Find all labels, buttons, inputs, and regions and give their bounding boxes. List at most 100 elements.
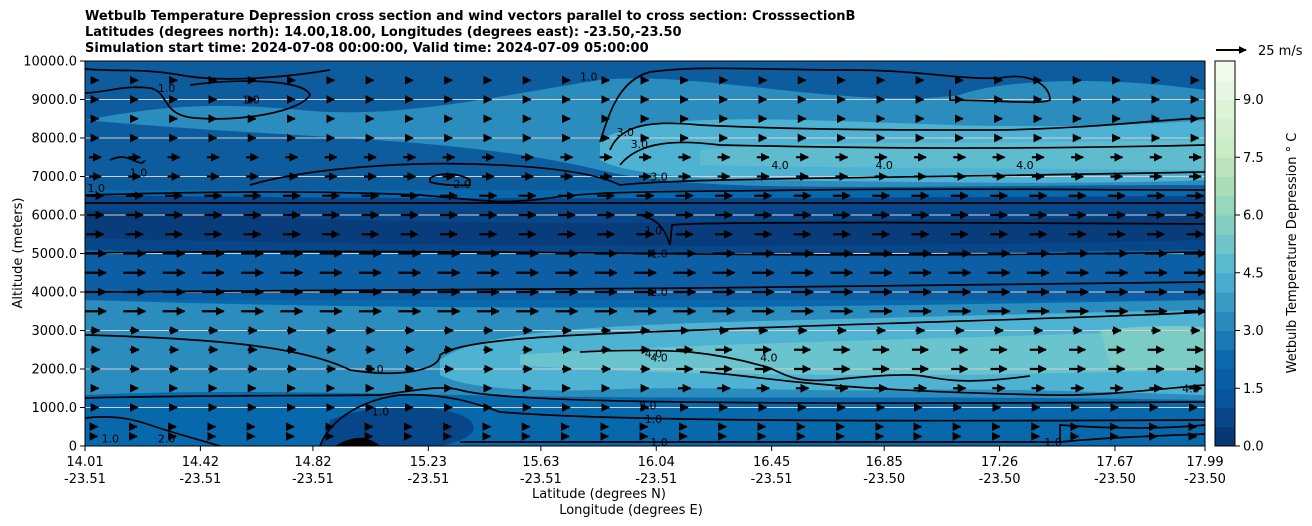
- y-tick-label: 8000.0: [32, 132, 78, 147]
- contour-label: 4.0: [645, 348, 663, 361]
- contour-labels: 1.01.01.01.01.02.03.03.03.04.0 4.0 4.01.01…: [88, 70, 1200, 449]
- contour-line: [599, 67, 1051, 143]
- contour-label: 1.0: [1044, 436, 1062, 449]
- title-line-3: Simulation start time: 2024-07-08 00:00:…: [85, 41, 649, 56]
- x-tick-label-lon: -23.50: [979, 472, 1021, 487]
- x-tick-label-lat: 15.63: [522, 455, 559, 470]
- colorbar-band: [1215, 330, 1235, 351]
- contour-label: 1.0: [580, 70, 598, 83]
- contour-fill-low-3: [520, 330, 1205, 375]
- x-tick-label-lat: 16.85: [866, 455, 903, 470]
- colorbar-band: [1215, 80, 1235, 100]
- y-tick-label: 2000.0: [32, 363, 78, 378]
- contour-label: 1.0: [650, 248, 668, 261]
- contour-fill-low-4: [1100, 325, 1205, 371]
- y-axis: 0 1000.0 2000.0 3000.0 4000.0 5000.0 6000.0 700…: [23, 55, 85, 455]
- contour-label: 4.0: [875, 159, 893, 172]
- colorbar-band: [1215, 349, 1235, 370]
- colorbar-band: [1215, 253, 1235, 274]
- colorbar-label: Wetbulb Temperature Depression ° C: [1285, 133, 1300, 374]
- colorbar-band: [1215, 157, 1235, 177]
- colorbar-tick-label: 3.0: [1243, 324, 1264, 339]
- x-tick-label-lat: 17.26: [981, 455, 1018, 470]
- y-tick-label: 5000.0: [32, 247, 78, 262]
- contour-label: 3.0: [617, 126, 635, 139]
- x-tick-label-lon: -23.51: [292, 472, 334, 487]
- colorbar-band: [1215, 272, 1235, 293]
- x-tick-label-lat: 17.67: [1096, 455, 1133, 470]
- x-tick-label-lon: -23.50: [863, 472, 905, 487]
- contour-label: 1.0: [130, 167, 148, 180]
- contour-label: 3.0: [631, 138, 649, 151]
- y-tick-label: 1000.0: [32, 401, 78, 416]
- contour-line: [429, 173, 471, 187]
- contour-line: [85, 80, 311, 120]
- colorbar-tick-label: 0.0: [1243, 440, 1264, 455]
- x-axis-label-lat: Latitude (degrees N): [532, 487, 666, 502]
- colorbar-band: [1215, 426, 1235, 447]
- x-tick-label-lon: -23.51: [64, 472, 106, 487]
- y-tick-label: 4000.0: [32, 286, 78, 301]
- contour-label: 1.0: [650, 436, 668, 449]
- contour-label: 2.0: [453, 178, 471, 191]
- x-tick-label-lat: 14.01: [66, 455, 103, 470]
- contour-label: 1.0: [88, 182, 106, 195]
- contour-line: [699, 371, 1205, 396]
- colorbar-tick-label: 4.5: [1243, 266, 1264, 281]
- colorbar-band: [1215, 311, 1235, 331]
- colorbar-frame: [1214, 60, 1236, 447]
- colorbar-band: [1215, 195, 1235, 216]
- colorbar-tick-label: 7.5: [1243, 151, 1264, 166]
- colorbar-tick-label: 9.0: [1243, 93, 1264, 108]
- contour-label: 3.0: [650, 171, 668, 184]
- contour-line: [85, 387, 1205, 404]
- contour-fill-mid: [85, 255, 1205, 300]
- contour-line: [85, 281, 1205, 293]
- chart-title: Wetbulb Temperature Depression cross sec…: [85, 9, 855, 57]
- x-tick-label-lon: -23.51: [635, 472, 677, 487]
- title-line-1: Wetbulb Temperature Depression cross sec…: [85, 9, 856, 24]
- contour-label: 2.0: [158, 432, 176, 445]
- contour-label: 1.0: [242, 94, 260, 107]
- colorbar-band: [1215, 176, 1235, 197]
- contour-line: [85, 68, 331, 80]
- contour-line: [639, 214, 1205, 246]
- colorbar-band: [1215, 118, 1235, 139]
- x-tick-label-lat: 15.23: [410, 455, 447, 470]
- colorbar-band: [1215, 138, 1235, 158]
- contour-label: 2.0: [650, 286, 668, 299]
- colorbar-bands: [1215, 61, 1235, 447]
- contour-label: 4.0: [1016, 159, 1034, 172]
- contour-label: 4.0: [771, 159, 789, 172]
- colorbar-band: [1215, 407, 1235, 428]
- x-tick-label-lat: 16.45: [753, 455, 790, 470]
- x-axis: 14.01 -23.51 14.42 -23.51 14.82 -23.51 15.23 -2…: [64, 446, 1226, 487]
- colorbar-tick-label: 6.0: [1243, 209, 1264, 224]
- y-tick-label: 6000.0: [32, 209, 78, 224]
- x-tick-label-lon: -23.51: [751, 472, 793, 487]
- x-tick-label-lat: 14.82: [294, 455, 331, 470]
- x-tick-label-lon: -23.51: [520, 472, 562, 487]
- colorbar-band: [1215, 292, 1235, 312]
- y-tick-label: 7000.0: [32, 170, 78, 185]
- quiver-key-label: 25 m/s: [1258, 44, 1303, 59]
- colorbar-band: [1215, 388, 1235, 408]
- x-tick-label-lon: -23.50: [1184, 472, 1226, 487]
- contour-line: [319, 393, 1205, 446]
- contour-line: [579, 349, 1031, 382]
- contour-label: 1.0: [372, 405, 390, 418]
- contour-label: 4.0: [760, 351, 778, 364]
- x-tick-label-lat: 16.04: [638, 455, 675, 470]
- contour-label: 2.0: [639, 400, 657, 413]
- contour-line: [619, 141, 1205, 166]
- contour-line: [609, 117, 1205, 151]
- x-tick-label-lon: -23.50: [1094, 472, 1136, 487]
- y-tick-label: 3000.0: [32, 324, 78, 339]
- wind-vectors: [85, 75, 1205, 441]
- contour-label: 4.0: [650, 351, 668, 364]
- colorbar-band: [1215, 99, 1235, 120]
- x-axis-label-lon: Longitude (degrees E): [559, 503, 703, 518]
- colorbar-band: [1215, 61, 1235, 81]
- y-tick-label: 9000.0: [32, 93, 78, 108]
